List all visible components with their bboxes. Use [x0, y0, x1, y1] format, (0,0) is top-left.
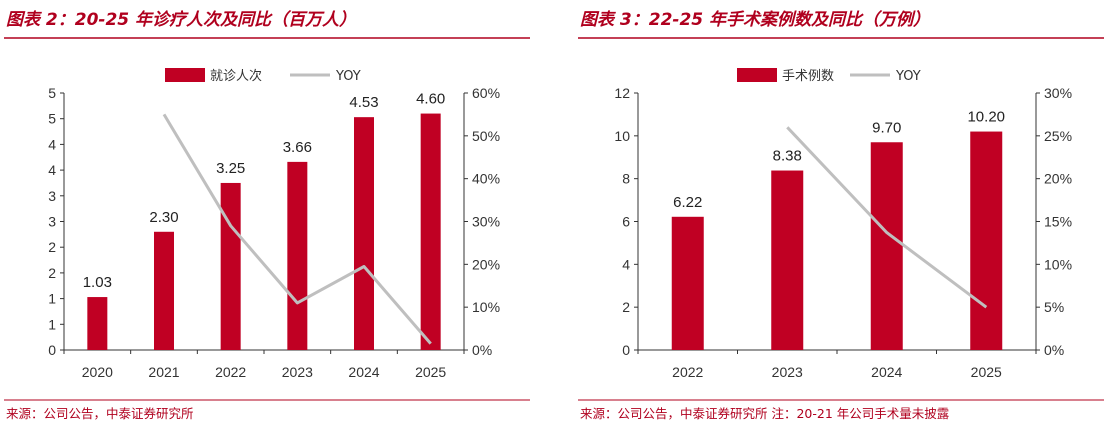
y-tick-label: 10 — [614, 128, 630, 144]
y2-tick-label: 25% — [1044, 128, 1072, 144]
x-tick-label: 2023 — [282, 364, 313, 380]
y2-tick-label: 60% — [472, 85, 500, 101]
data-label: 10.20 — [967, 109, 1005, 126]
y-tick-label: 4 — [48, 162, 56, 178]
x-tick-label: 2022 — [672, 364, 703, 380]
bar — [87, 297, 108, 350]
y-tick-label: 8 — [622, 171, 630, 187]
x-tick-label: 2025 — [971, 364, 1002, 380]
chart-title: 图表 3：22-25 年手术案例数及同比（万例） — [580, 10, 930, 30]
data-label: 8.38 — [773, 148, 802, 165]
y2-tick-label: 30% — [1044, 85, 1072, 101]
bar — [870, 142, 903, 350]
yoy-line — [162, 113, 432, 345]
legend-bar-swatch — [737, 68, 777, 82]
y-tick-label: 1 — [48, 316, 56, 332]
legend-bar-label: 就诊人次 — [210, 68, 262, 84]
y-tick-label: 5 — [48, 85, 56, 101]
y-tick-label: 12 — [614, 85, 630, 101]
y-tick-label: 6 — [622, 214, 630, 230]
y-tick-label: 3 — [48, 188, 56, 204]
x-tick-label: 2023 — [772, 364, 803, 380]
x-tick-label: 2020 — [82, 364, 113, 380]
y2-tick-label: 30% — [472, 214, 500, 230]
x-tick-label: 2021 — [148, 364, 179, 380]
bar — [771, 170, 804, 350]
y2-tick-label: 20% — [472, 256, 500, 272]
y-tick-label: 4 — [48, 136, 56, 152]
x-tick-label: 2024 — [871, 364, 902, 380]
y-tick-label: 2 — [622, 299, 630, 315]
y2-tick-label: 5% — [1044, 299, 1064, 315]
bar — [671, 216, 704, 350]
data-label: 3.25 — [216, 160, 245, 177]
chart-panel-left: 图表 2：20-25 年诊疗人次及同比（百万人） 011223344550%10… — [4, 10, 530, 421]
y2-tick-label: 0% — [1044, 342, 1064, 358]
bar — [220, 182, 241, 350]
legend-line-label: YOY — [335, 69, 361, 84]
y2-tick-label: 50% — [472, 128, 500, 144]
y-tick-label: 4 — [622, 256, 630, 272]
legend-line-label: YOY — [895, 69, 921, 84]
chart-title: 图表 2：20-25 年诊疗人次及同比（百万人） — [6, 10, 356, 30]
x-tick-label: 2022 — [215, 364, 246, 380]
chart-panel-right: 图表 3：22-25 年手术案例数及同比（万例） 0 2 4 6 8 10 12 0% 5% 10… — [578, 10, 1104, 421]
bar — [420, 113, 441, 350]
y-tick-label: 5 — [48, 111, 56, 127]
data-label: 4.60 — [416, 91, 445, 108]
bar — [970, 131, 1003, 350]
y-tick-label: 3 — [48, 214, 56, 230]
y2-tick-label: 0% — [472, 342, 492, 358]
y-tick-label: 1 — [48, 291, 56, 307]
data-label: 6.22 — [673, 194, 702, 211]
source-note: 来源：公司公告，中泰证券研究所 注：20-21 年公司手术量未披露 — [580, 406, 950, 421]
y2-tick-label: 40% — [472, 171, 500, 187]
y-tick-label: 2 — [48, 265, 56, 281]
y-tick-label: 0 — [622, 342, 630, 358]
yoy-line — [786, 126, 988, 309]
x-tick-label: 2024 — [348, 364, 379, 380]
y-tick-label: 2 — [48, 239, 56, 255]
y2-tick-label: 10% — [472, 299, 500, 315]
y2-tick-label: 15% — [1044, 214, 1072, 230]
legend-bar-label: 手术例数 — [782, 69, 834, 84]
y-tick-label: 0 — [48, 342, 56, 358]
data-label: 2.30 — [149, 209, 178, 226]
data-label: 9.70 — [872, 119, 901, 136]
bar — [354, 117, 374, 351]
x-tick-label: 2025 — [415, 364, 446, 380]
data-label: 3.66 — [283, 139, 312, 156]
source-note: 来源：公司公告，中泰证券研究所 — [6, 406, 194, 421]
y2-tick-label: 20% — [1044, 171, 1072, 187]
data-label: 1.03 — [83, 274, 112, 291]
legend-bar-swatch — [165, 68, 205, 82]
data-label: 4.53 — [349, 94, 378, 111]
bar — [287, 161, 308, 350]
y2-tick-label: 10% — [1044, 256, 1072, 272]
bar — [154, 231, 174, 350]
